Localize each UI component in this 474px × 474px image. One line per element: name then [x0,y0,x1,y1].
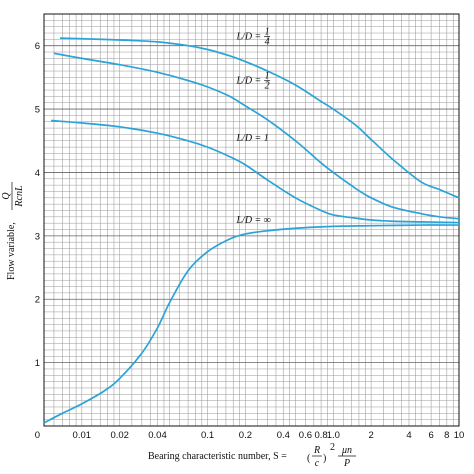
x-axis-label-den: P [343,458,350,469]
x-axis-label-c: c [315,458,320,469]
curve-label-denominator: 4 [265,36,270,47]
x-tick-label: 0.01 [73,430,92,441]
curve-2 [51,119,460,224]
curve-label-denominator: 2 [265,81,270,92]
curve-labels: L/D = 14L/D = 12L/D = 1L/D = ∞ [236,26,271,226]
x-tick-label: 0.4 [277,430,290,441]
y-tick-label: 5 [35,105,40,116]
x-tick-label: 0.02 [110,430,129,441]
y-tick-label: 6 [35,41,40,52]
x-tick-label: 0.1 [201,430,214,441]
x-axis-label-num: μn [341,445,352,456]
curve-label-2: L/D = 1 [236,133,269,144]
curve-label-text: L/D = 1 [236,133,269,144]
y-axis-label: Flow variable, Q RcnL [1,182,25,280]
y-axis-label-num: Q [1,192,12,200]
y-tick-label: 4 [35,168,40,179]
curve-0 [59,37,460,199]
x-tick-label: 6 [428,430,433,441]
x-axis-label-paren-right: ) [323,453,326,464]
curve-label-numerator: 1 [265,26,270,37]
origin-label: 0 [35,430,40,441]
x-axis-label-paren-left: ( [307,453,311,464]
y-tick-label: 3 [35,231,40,242]
x-tick-label: 0.2 [239,430,252,441]
x-tick-label: 8 [444,430,449,441]
x-tick-label: 0.6 [299,430,312,441]
y-axis-label-den: RcnL [14,185,25,208]
plot-frame [43,13,460,427]
x-axis-label-exp: 2 [330,442,335,453]
y-tick-label: 2 [35,295,40,306]
x-tick-label: 0.8 [314,430,327,441]
x-tick-label: 0.04 [148,430,167,441]
x-axis-label-r: R [313,445,320,456]
x-tick-labels: 0.01 0.02 0.04 0.1 0.2 0.4 0.6 0.81.0 2 4 6 8 10 [73,430,465,441]
y-tick-labels: 1 2 3 4 5 6 [35,41,40,369]
curve-label-3: L/D = ∞ [236,215,271,226]
grid [44,14,459,426]
x-axis-label: Bearing characteristic number, S = (Rc) 2… [148,442,356,469]
x-tick-label: 2 [368,430,373,441]
curve-label-0: L/D = [236,31,262,42]
curve-label-1: L/D = [236,76,262,87]
curve-label-text: L/D = ∞ [236,215,271,226]
curve-3 [43,224,460,424]
x-tick-label: 4 [406,430,411,441]
x-tick-label: 1.0 [327,430,340,441]
curve-1 [53,52,460,220]
y-tick-label: 1 [35,358,40,369]
curve-label-text: L/D = [236,31,262,42]
curve-label-numerator: 1 [265,71,270,82]
y-axis-label-text: Flow variable, [6,222,17,280]
curves [43,37,460,424]
x-axis-label-text: Bearing characteristic number, S = [148,451,287,462]
curve-label-text: L/D = [236,76,262,87]
x-tick-label: 10 [454,430,465,441]
